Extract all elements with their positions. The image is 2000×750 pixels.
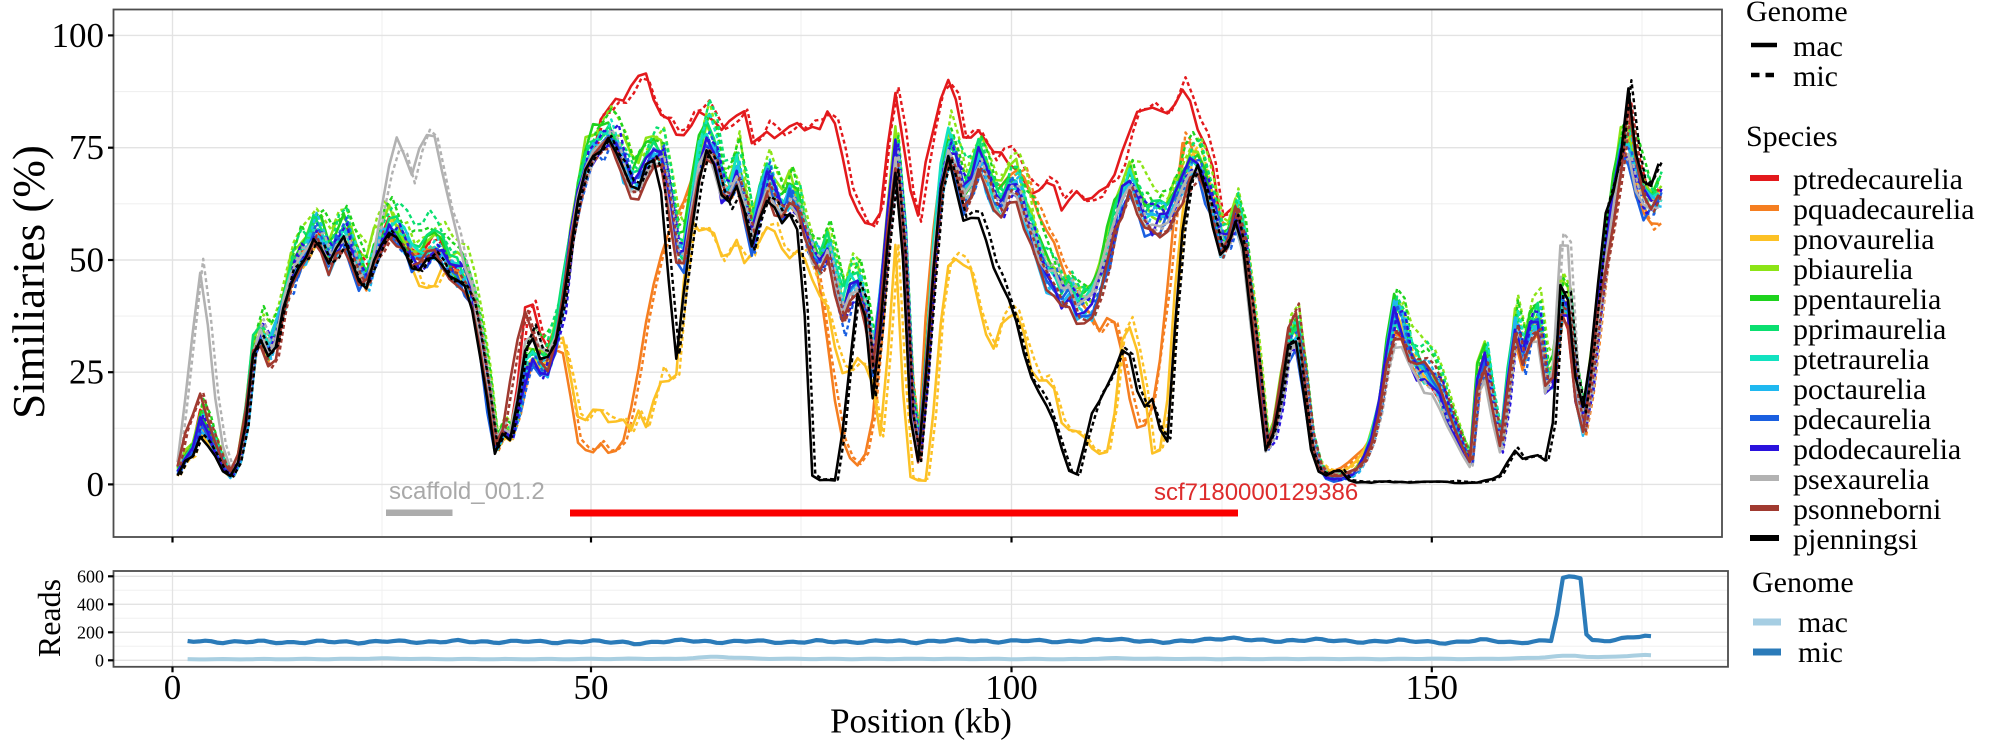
- svg-text:50: 50: [69, 241, 104, 280]
- svg-text:200: 200: [77, 622, 104, 642]
- svg-text:pdecaurelia: pdecaurelia: [1793, 403, 1931, 436]
- svg-text:Genome: Genome: [1746, 0, 1848, 28]
- svg-text:mac: mac: [1793, 30, 1843, 63]
- svg-text:50: 50: [574, 668, 609, 707]
- svg-text:pbiaurelia: pbiaurelia: [1793, 253, 1913, 286]
- svg-text:pquadecaurelia: pquadecaurelia: [1793, 193, 1975, 226]
- svg-text:600: 600: [77, 566, 104, 586]
- svg-text:Similiaries (%): Similiaries (%): [4, 145, 54, 419]
- svg-text:Genome: Genome: [1752, 566, 1854, 599]
- svg-text:Reads: Reads: [31, 579, 67, 657]
- svg-text:pprimaurelia: pprimaurelia: [1793, 313, 1946, 346]
- svg-text:25: 25: [69, 353, 104, 392]
- svg-text:pdodecaurelia: pdodecaurelia: [1793, 433, 1961, 466]
- svg-text:Species: Species: [1746, 120, 1838, 153]
- svg-text:400: 400: [77, 594, 104, 614]
- svg-text:100: 100: [52, 16, 105, 55]
- svg-text:0: 0: [87, 465, 105, 504]
- svg-text:psexaurelia: psexaurelia: [1793, 463, 1930, 496]
- svg-text:mic: mic: [1793, 60, 1838, 93]
- svg-text:0: 0: [95, 650, 104, 670]
- svg-text:100: 100: [985, 668, 1038, 707]
- svg-text:Position (kb): Position (kb): [830, 702, 1012, 741]
- svg-text:poctaurelia: poctaurelia: [1793, 373, 1926, 406]
- svg-text:150: 150: [1406, 668, 1459, 707]
- svg-text:scf7180000129386: scf7180000129386: [1154, 479, 1358, 506]
- svg-text:ptredecaurelia: ptredecaurelia: [1793, 163, 1963, 196]
- svg-text:75: 75: [69, 128, 104, 167]
- svg-text:mic: mic: [1798, 636, 1843, 669]
- svg-text:pnovaurelia: pnovaurelia: [1793, 223, 1935, 256]
- svg-text:psonneborni: psonneborni: [1793, 493, 1941, 526]
- svg-text:0: 0: [164, 668, 182, 707]
- svg-text:pjenningsi: pjenningsi: [1793, 523, 1918, 556]
- svg-text:scaffold_001.2: scaffold_001.2: [389, 478, 545, 505]
- svg-text:ppentaurelia: ppentaurelia: [1793, 283, 1941, 316]
- svg-text:ptetraurelia: ptetraurelia: [1793, 343, 1930, 376]
- svg-text:mac: mac: [1798, 606, 1848, 639]
